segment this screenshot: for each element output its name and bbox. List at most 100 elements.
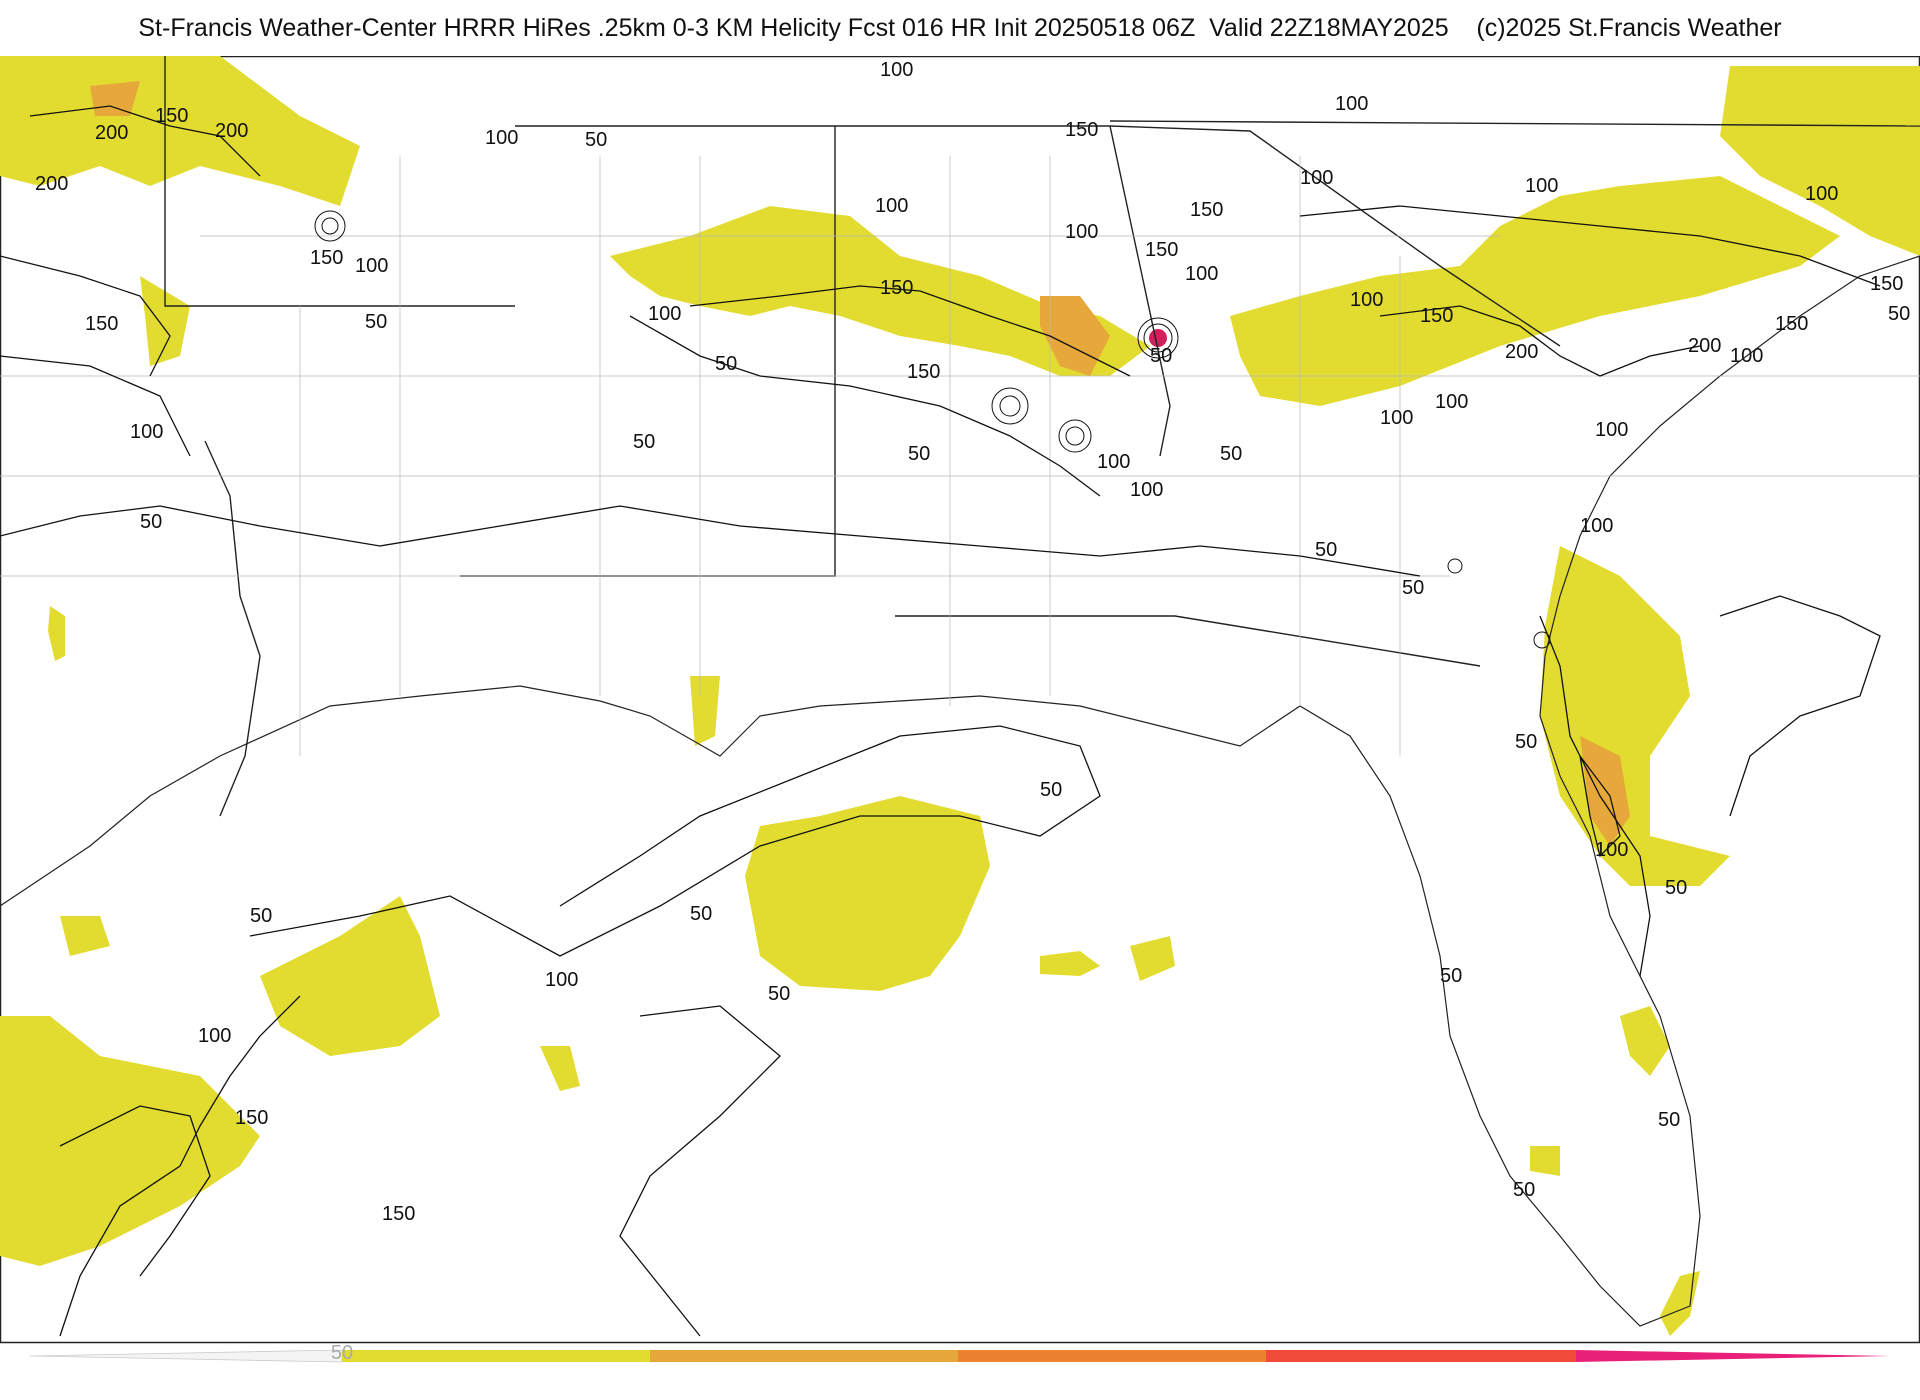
contour-label: 100	[1335, 93, 1368, 115]
contour-label: 100	[1350, 289, 1383, 311]
contour-label: 150	[880, 277, 913, 299]
contour-label: 200	[1688, 335, 1721, 357]
map-title: St-Francis Weather-Center HRRR HiRes .25…	[138, 14, 1782, 42]
fill-mid-arkansas	[1040, 296, 1110, 376]
core-4-ring-a	[321, 217, 339, 235]
contour-label: 50	[715, 353, 737, 375]
contour-50-gulf	[249, 725, 1101, 957]
contour-label: 50	[1040, 779, 1062, 801]
contour-label: 150	[1420, 305, 1453, 327]
contour-label: 150	[1775, 313, 1808, 335]
contour-label: 100	[1300, 167, 1333, 189]
fill-northeast	[1720, 66, 1920, 256]
contour-label: 100	[1435, 391, 1468, 413]
fill-arkansas-alabama-band	[610, 206, 1150, 376]
storm-core-contours	[314, 210, 1551, 649]
boundary-ms-al	[835, 125, 1171, 457]
county-lines	[0, 156, 1920, 756]
contour-label: 150	[155, 105, 188, 127]
colorbar-left-tip	[29, 1349, 343, 1363]
contour-label: 50	[1150, 345, 1172, 367]
fill-gulf-blob-1	[1040, 951, 1100, 976]
coast-gulf	[0, 255, 1920, 1327]
contour-label: 50	[1665, 877, 1687, 899]
contour-label: 150	[1190, 199, 1223, 221]
contour-label: 150	[235, 1107, 268, 1129]
helicity-contours	[0, 105, 1881, 1337]
contour-label: 150	[310, 247, 343, 269]
boundary-ok-tx	[164, 56, 515, 307]
contour-100-carolina	[1299, 205, 1881, 287]
contour-100-nw	[0, 355, 191, 457]
contour-label: 50	[1658, 1109, 1680, 1131]
contour-label: 50	[140, 511, 162, 533]
contour-label: 200	[1505, 341, 1538, 363]
contour-label: 100	[1580, 515, 1613, 537]
fill-west-strip	[48, 606, 65, 661]
contour-label: 100	[1730, 345, 1763, 367]
colorbar-seg-2	[650, 1350, 958, 1362]
contour-label: 200	[215, 120, 248, 142]
colorbar-seg-4	[1266, 1350, 1576, 1362]
contour-label: 100	[1525, 175, 1558, 197]
fill-sw-gulf-2	[0, 1016, 260, 1266]
contour-50-southgulf	[619, 1005, 781, 1337]
boundary-tx-la	[204, 440, 261, 817]
fill-florida-tampa	[1530, 1146, 1560, 1176]
contour-50-florida	[1539, 615, 1651, 977]
fill-florida-central	[1620, 1006, 1670, 1076]
core-1-ring-a	[1143, 323, 1173, 353]
core-3-ring-a	[1065, 426, 1085, 446]
helicity-map: 150 200 200 200 100 50 100 100 150 100 1…	[0, 56, 1920, 1344]
contour-100-florida	[1579, 755, 1621, 858]
contour-labels: 150 200 200 200 100 50 100 100 150 100 1…	[35, 59, 1910, 1225]
contour-label: 50	[1888, 303, 1910, 325]
contour-label: 100	[1185, 263, 1218, 285]
county-grid-h	[0, 235, 1920, 577]
fill-nw-texas	[0, 56, 360, 206]
fill-sw-gulf-1	[260, 896, 440, 1056]
contour-50-land	[0, 505, 1421, 577]
contour-100-band	[629, 315, 1101, 497]
contour-100-sw	[59, 995, 301, 1337]
contour-label: 50	[1315, 539, 1337, 561]
contour-label: 150	[85, 313, 118, 335]
contour-label: 50	[1220, 443, 1242, 465]
contour-label: 150	[382, 1203, 415, 1225]
contour-label: 100	[1595, 419, 1628, 441]
contour-label: 100	[545, 969, 578, 991]
contour-150-sw	[59, 1105, 211, 1277]
contour-label: 100	[1065, 221, 1098, 243]
contour-200-nw	[29, 105, 261, 177]
contour-label: 50	[250, 905, 272, 927]
fill-sw-gulf-4	[540, 1046, 580, 1091]
fill-nw-texas-2	[140, 276, 190, 366]
contour-label: 100	[130, 421, 163, 443]
contour-label: 150	[1870, 273, 1903, 295]
fill-gulf-blob-2	[1130, 936, 1175, 981]
core-2-ring-b	[991, 387, 1029, 425]
contour-label: 100	[875, 195, 908, 217]
contour-label: 100	[648, 303, 681, 325]
boundary-al-fl	[895, 615, 1481, 667]
contour-label: 100	[1097, 451, 1130, 473]
contour-label: 50	[585, 129, 607, 151]
contour-label: 100	[355, 255, 388, 277]
contour-label: 50	[633, 431, 655, 453]
colorbar-right-tip	[1576, 1350, 1890, 1362]
contour-label: 50	[1402, 577, 1424, 599]
contour-150-nw	[0, 255, 171, 377]
contour-label: 50	[690, 903, 712, 925]
helicity-fill-mid	[90, 81, 1630, 846]
fill-mid-florida	[1580, 736, 1630, 846]
contour-label: 50	[1440, 965, 1462, 987]
contour-label: 100	[1805, 183, 1838, 205]
fill-sw-gulf-3	[60, 916, 110, 956]
county-grid-v	[299, 156, 1401, 756]
contour-label: 50	[365, 311, 387, 333]
colorbar-seg-1	[342, 1350, 650, 1362]
contour-label: 50	[1513, 1179, 1535, 1201]
contour-label: 100	[1595, 839, 1628, 861]
core-1-ring-b	[1137, 317, 1179, 359]
colorbar-seg-3	[958, 1350, 1266, 1362]
